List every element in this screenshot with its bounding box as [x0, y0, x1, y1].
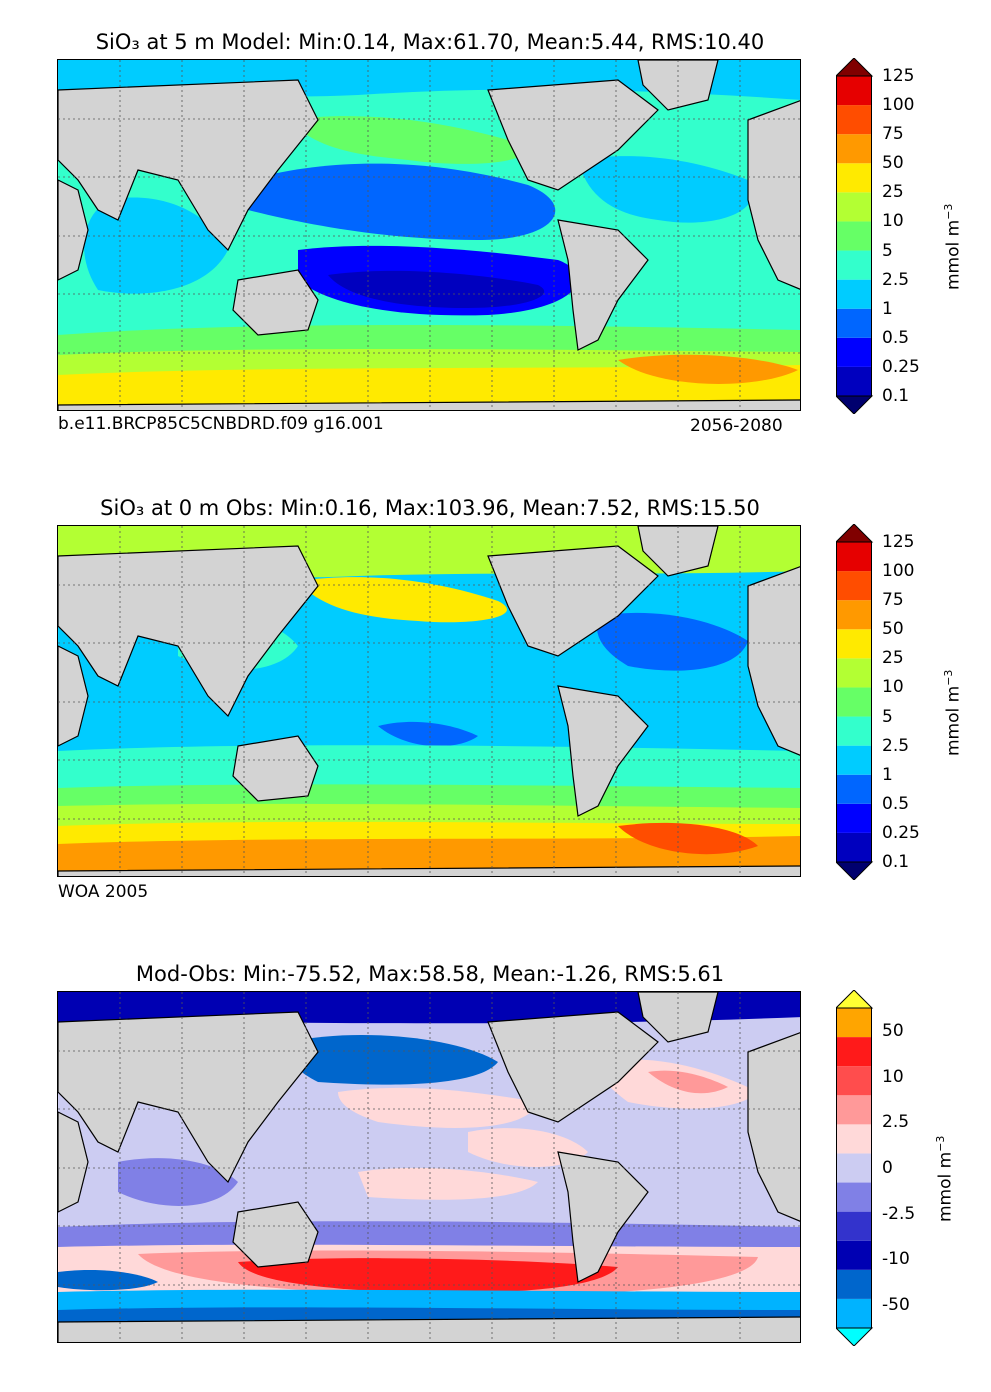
model-colorbar-unit: mmol m−3	[942, 203, 964, 290]
colorbar-extend-max	[836, 990, 874, 1009]
colorbar-tick-label: 0.25	[882, 356, 920, 377]
colorbar-tick-label: -50	[882, 1295, 910, 1316]
colorbar-tick-label: 2.5	[882, 1112, 910, 1133]
obs-map	[57, 525, 801, 877]
colorbar-segment	[836, 221, 872, 251]
obs-colorbar	[836, 524, 874, 880]
colorbar-tick-label: 2.5	[882, 269, 910, 290]
colorbar-segment	[836, 134, 872, 164]
colorbar-segment	[836, 832, 872, 862]
colorbar-extend-max	[836, 524, 874, 543]
colorbar-segment	[836, 1153, 872, 1183]
colorbar-segment	[836, 1037, 872, 1067]
colorbar-segment	[836, 687, 872, 717]
colorbar-tick-label: 125	[882, 66, 915, 86]
colorbar-segment	[836, 716, 872, 746]
colorbar-segment	[836, 1298, 872, 1328]
colorbar-frame	[836, 541, 872, 863]
model-colorbar	[836, 58, 874, 414]
colorbar-tick-label: 125	[882, 532, 915, 552]
colorbar-segment	[836, 1211, 872, 1241]
diff-map	[57, 991, 801, 1343]
diff-colorbar	[836, 990, 874, 1346]
colorbar-tick-label: -2.5	[882, 1203, 916, 1224]
colorbar-tick-label: 0.25	[882, 822, 920, 843]
diff-title: Mod-Obs: Min:-75.52, Max:58.58, Mean:-1.…	[135, 962, 725, 986]
colorbar-segment	[836, 600, 872, 630]
obs-title: SiO₃ at 0 m Obs: Min:0.16, Max:103.96, M…	[100, 496, 760, 520]
colorbar-segment	[836, 774, 872, 804]
diff-colorbar-unit: mmol m−3	[934, 1135, 956, 1222]
colorbar-tick-label: 50	[882, 619, 904, 640]
colorbar-extend-min	[836, 395, 874, 414]
colorbar-tick-label: 25	[882, 648, 904, 669]
colorbar-tick-label: -10	[882, 1249, 910, 1270]
colorbar-tick-label: 0.5	[882, 327, 910, 348]
colorbar-tick-label: 50	[882, 153, 904, 174]
colorbar-tick-label: 100	[882, 561, 915, 582]
obs-caption-source: WOA 2005	[58, 882, 149, 902]
colorbar-tick-label: 75	[882, 124, 904, 145]
colorbar-tick-label: 50	[882, 1020, 904, 1041]
model-caption-case: b.e11.BRCP85C5CNBDRD.f09 g16.001	[58, 414, 384, 434]
colorbar-tick-label: 0.5	[882, 793, 910, 814]
colorbar-tick-label: 10	[882, 1066, 904, 1087]
model-map	[57, 59, 801, 411]
colorbar-tick-label: 25	[882, 182, 904, 203]
colorbar-extend-max	[836, 58, 874, 77]
model-title: SiO₃ at 5 m Model: Min:0.14, Max:61.70, …	[95, 30, 765, 54]
colorbar-segment	[836, 1182, 872, 1212]
colorbar-tick-label: 0	[882, 1158, 893, 1178]
colorbar-segment	[836, 629, 872, 659]
colorbar-segment	[836, 105, 872, 135]
colorbar-segment	[836, 163, 872, 193]
colorbar-segment	[836, 366, 872, 396]
colorbar-tick-label: 5	[882, 706, 893, 727]
colorbar-extend-min	[836, 1327, 874, 1346]
colorbar-frame	[836, 1007, 872, 1329]
colorbar-segment	[836, 308, 872, 338]
colorbar-tick-label: 10	[882, 211, 904, 232]
colorbar-tick-label: 0.1	[882, 852, 910, 872]
model-caption-years: 2056-2080	[690, 416, 783, 436]
colorbar-tick-label: 1	[882, 298, 893, 319]
colorbar-segment	[836, 337, 872, 367]
colorbar-segment	[836, 803, 872, 833]
colorbar-segment	[836, 542, 872, 572]
colorbar-tick-label: 0.1	[882, 386, 910, 406]
colorbar-tick-label: 5	[882, 240, 893, 261]
colorbar-segment	[836, 745, 872, 775]
colorbar-tick-label: 10	[882, 677, 904, 698]
colorbar-tick-label: 100	[882, 95, 915, 116]
colorbar-extend-min	[836, 861, 874, 880]
colorbar-segment	[836, 658, 872, 688]
colorbar-tick-label: 2.5	[882, 735, 910, 756]
colorbar-segment	[836, 192, 872, 222]
colorbar-segment	[836, 1240, 872, 1270]
obs-panel: SiO₃ at 0 m Obs: Min:0.16, Max:103.96, M…	[0, 466, 991, 926]
obs-colorbar-unit: mmol m−3	[942, 669, 964, 756]
colorbar-segment	[836, 279, 872, 309]
model-panel: SiO₃ at 5 m Model: Min:0.14, Max:61.70, …	[0, 0, 991, 460]
colorbar-segment	[836, 1066, 872, 1096]
colorbar-segment	[836, 1269, 872, 1299]
colorbar-segment	[836, 1095, 872, 1125]
colorbar-tick-label: 75	[882, 590, 904, 611]
colorbar-segment	[836, 250, 872, 280]
colorbar-segment	[836, 76, 872, 106]
colorbar-segment	[836, 571, 872, 601]
colorbar-segment	[836, 1008, 872, 1038]
diff-panel: Mod-Obs: Min:-75.52, Max:58.58, Mean:-1.…	[0, 932, 991, 1392]
colorbar-segment	[836, 1124, 872, 1154]
colorbar-frame	[836, 75, 872, 397]
colorbar-tick-label: 1	[882, 764, 893, 785]
